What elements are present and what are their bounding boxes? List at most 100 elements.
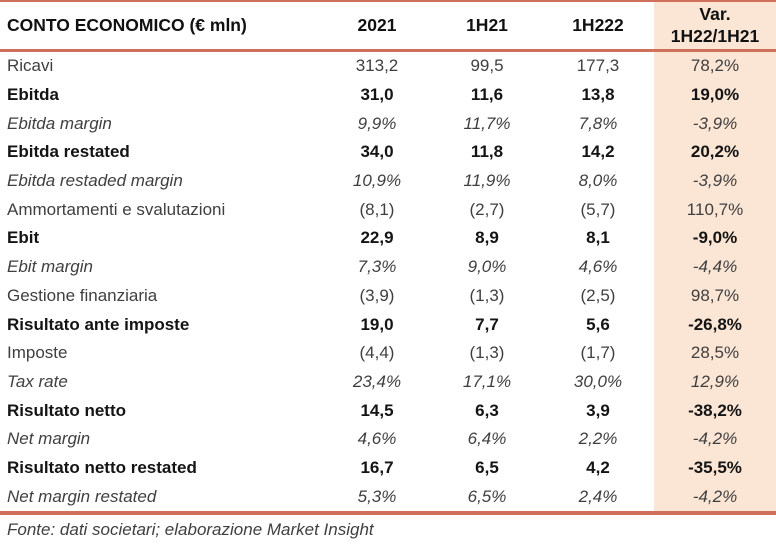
- table-row: Ebitda margin 9,9% 11,7% 7,8% -3,9%: [0, 109, 776, 139]
- value-var: -9,0%: [654, 224, 776, 253]
- table-body: Ricavi 313,2 99,5 177,3 78,2% Ebitda 31,0 11,6 1…: [0, 52, 776, 511]
- row-label: Gestione finanziaria: [7, 285, 158, 305]
- value-2021: 4,6%: [357, 429, 397, 449]
- row-label: Ebitda restaded margin: [7, 171, 183, 191]
- value-1h22: 8,0%: [578, 171, 618, 191]
- value-1h21: 7,7: [475, 314, 499, 334]
- column-header-var: Var. 1H22/1H21: [654, 2, 776, 49]
- value-1h22: 14,2: [581, 142, 615, 162]
- row-label: Ammortamenti e svalutazioni: [7, 199, 226, 219]
- var-header-line2: 1H22/1H21: [670, 25, 760, 46]
- value-1h21: 9,0%: [467, 257, 507, 277]
- value-var: 28,5%: [654, 338, 776, 368]
- value-1h22: 8,1: [586, 228, 610, 248]
- value-1h21: 8,9: [475, 228, 499, 248]
- value-var: -3,9%: [654, 166, 776, 196]
- table-row: Ebitda restaded margin 10,9% 11,9% 8,0% -3,9…: [0, 166, 776, 196]
- value-1h22: 2,4%: [578, 486, 618, 506]
- value-1h21: (1,3): [469, 285, 505, 305]
- value-1h21: 11,9%: [463, 171, 511, 191]
- value-2021: 7,3%: [357, 257, 397, 277]
- value-1h21: 11,8: [470, 142, 504, 162]
- value-var: -38,2%: [654, 396, 776, 425]
- value-2021: (3,9): [359, 285, 395, 305]
- row-label: Risultato ante imposte: [7, 314, 190, 334]
- income-statement-table: CONTO ECONOMICO (€ mln) 2021 1H21 1H222 …: [0, 0, 776, 515]
- table-row: Risultato netto 14,5 6,3 3,9 -38,2%: [0, 396, 776, 425]
- value-var: 78,2%: [654, 52, 776, 81]
- table-row: Net margin 4,6% 6,4% 2,2% -4,2%: [0, 424, 776, 454]
- value-1h22: 2,2%: [578, 429, 618, 449]
- row-label: Risultato netto restated: [7, 457, 197, 477]
- value-1h21: 6,3: [475, 400, 499, 420]
- source-note: Fonte: dati societari; elaborazione Mark…: [7, 519, 374, 539]
- row-label: Tax rate: [7, 371, 68, 391]
- value-1h21: 6,5: [475, 457, 499, 477]
- value-1h22: 13,8: [581, 85, 615, 105]
- table-row: Imposte (4,4) (1,3) (1,7) 28,5%: [0, 338, 776, 368]
- value-1h22: 5,6: [586, 314, 610, 334]
- value-var: -35,5%: [654, 453, 776, 483]
- table-row: Gestione finanziaria (3,9) (1,3) (2,5) 98,7%: [0, 281, 776, 311]
- value-2021: 313,2: [355, 56, 399, 76]
- value-2021: 9,9%: [357, 113, 397, 133]
- row-label: Net margin: [7, 429, 91, 449]
- table-row: Ammortamenti e svalutazioni (8,1) (2,7) (5,…: [0, 195, 776, 225]
- table-row: Net margin restated 5,3% 6,5% 2,4% -4,2%: [0, 482, 776, 511]
- value-1h22: (1,7): [580, 343, 616, 363]
- value-1h21: 6,4%: [467, 429, 507, 449]
- value-2021: 34,0: [360, 142, 394, 162]
- table-row: Tax rate 23,4% 17,1% 30,0% 12,9%: [0, 367, 776, 397]
- table-row: Ebit margin 7,3% 9,0% 4,6% -4,4%: [0, 252, 776, 282]
- var-header-line1: Var.: [699, 3, 731, 24]
- value-2021: 19,0: [360, 314, 394, 334]
- table-row: Ebit 22,9 8,9 8,1 -9,0%: [0, 224, 776, 253]
- row-label: Ricavi: [7, 56, 54, 76]
- table-row: Ricavi 313,2 99,5 177,3 78,2%: [0, 52, 776, 81]
- table-row: Ebitda 31,0 11,6 13,8 19,0%: [0, 80, 776, 110]
- value-1h21: 6,5%: [467, 486, 507, 506]
- column-header-2021: 2021: [357, 15, 397, 35]
- value-2021: 16,7: [360, 457, 394, 477]
- table-title: CONTO ECONOMICO (€ mln): [7, 15, 247, 35]
- row-label: Ebitda margin: [7, 113, 112, 133]
- value-var: -3,9%: [654, 109, 776, 139]
- value-2021: 31,0: [360, 85, 394, 105]
- column-header-1h22: 1H222: [572, 15, 624, 35]
- value-var: 98,7%: [654, 281, 776, 311]
- value-1h21: 17,1%: [462, 371, 512, 391]
- value-var: 110,7%: [654, 195, 776, 225]
- value-var: -26,8%: [654, 310, 776, 339]
- value-1h22: 7,8%: [578, 113, 618, 133]
- row-label: Net margin restated: [7, 486, 157, 506]
- table-header-row: CONTO ECONOMICO (€ mln) 2021 1H21 1H222 …: [0, 2, 776, 52]
- row-label: Ebit margin: [7, 257, 93, 277]
- table-row: Risultato netto restated 16,7 6,5 4,2 -35,5%: [0, 453, 776, 483]
- value-var: 19,0%: [654, 80, 776, 110]
- value-1h22: (5,7): [580, 199, 616, 219]
- value-var: 20,2%: [654, 138, 776, 167]
- row-label: Imposte: [7, 343, 68, 363]
- value-1h22: 4,2: [586, 457, 610, 477]
- value-1h22: 4,6%: [578, 257, 618, 277]
- value-1h21: (2,7): [469, 199, 505, 219]
- value-2021: 23,4%: [352, 371, 402, 391]
- column-header-1h21: 1H21: [466, 15, 508, 35]
- value-1h21: 11,6: [470, 85, 504, 105]
- value-var: -4,2%: [654, 424, 776, 454]
- value-1h22: 3,9: [586, 400, 610, 420]
- row-label: Ebit: [7, 228, 40, 248]
- row-label: Risultato netto: [7, 400, 126, 420]
- table-row: Ebitda restated 34,0 11,8 14,2 20,2%: [0, 138, 776, 167]
- value-1h21: (1,3): [469, 343, 505, 363]
- value-2021: (8,1): [359, 199, 395, 219]
- value-1h21: 99,5: [470, 56, 504, 76]
- value-1h22: 30,0%: [573, 371, 623, 391]
- value-2021: 5,3%: [357, 486, 397, 506]
- value-2021: 10,9%: [352, 171, 402, 191]
- value-2021: 14,5: [360, 400, 394, 420]
- value-var: -4,2%: [654, 482, 776, 511]
- value-var: 12,9%: [654, 367, 776, 397]
- value-1h22: 177,3: [576, 56, 620, 76]
- value-2021: (4,4): [359, 343, 395, 363]
